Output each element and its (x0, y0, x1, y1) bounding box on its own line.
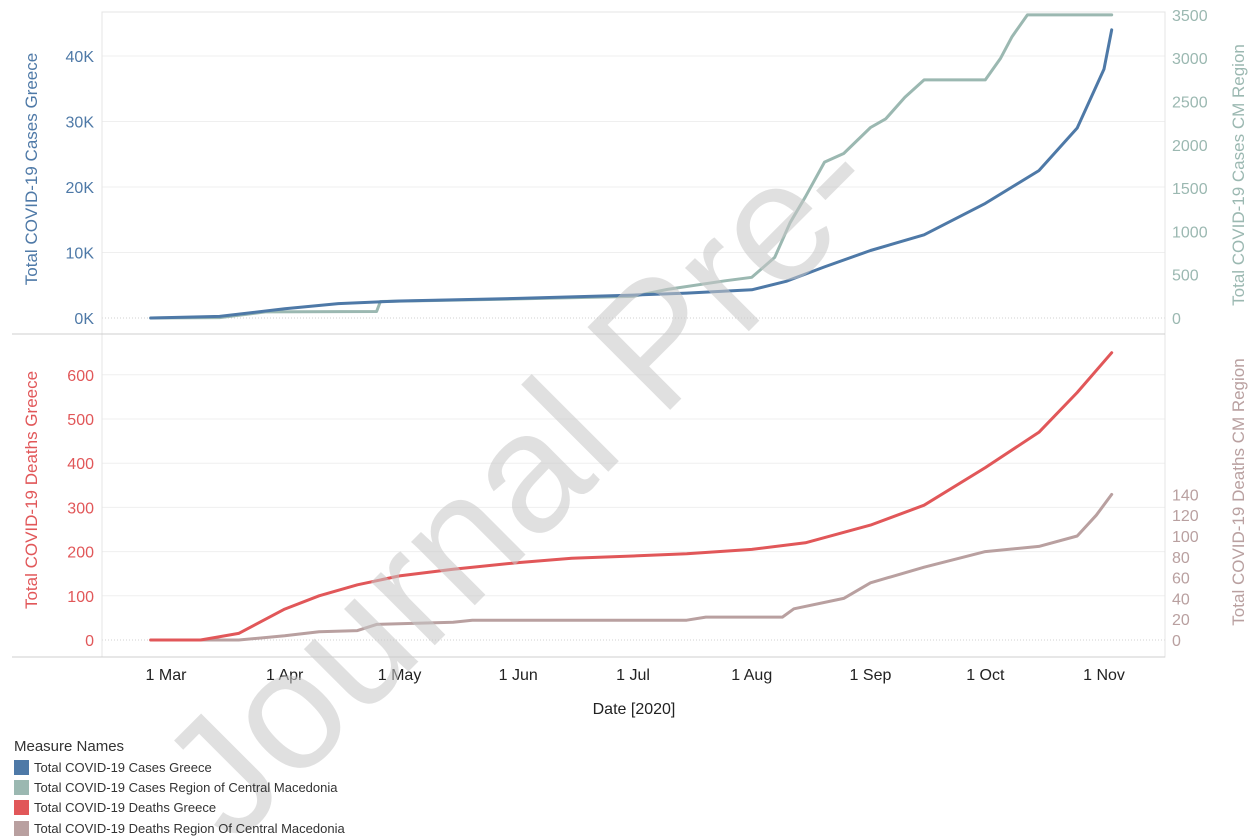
y-tick-right: 120 (1172, 508, 1199, 525)
x-ticks: 1 Mar 1 Apr 1 May 1 Jun 1 Jul 1 Aug 1 Sep 1 Oct… (146, 667, 1125, 684)
legend: Measure Names Total COVID-19 Cases Greec… (14, 738, 345, 838)
ticks-top: 0K 10K 20K 30K 40K 0 500 1000 1500 2000 2500 3000 35… (66, 8, 1208, 328)
y-tick-left: 200 (67, 545, 94, 562)
y-label-bottom-right: Total COVID-19 Deaths CM Region (1229, 358, 1248, 625)
y-tick-right: 60 (1172, 571, 1190, 588)
legend-item-deaths-cm: Total COVID-19 Deaths Region Of Central … (14, 818, 345, 838)
y-tick-left: 0K (74, 311, 94, 328)
legend-label: Total COVID-19 Cases Region of Central M… (34, 779, 338, 795)
series-line-2 (149, 351, 1114, 642)
y-label-top-left: Total COVID-19 Cases Greece (22, 53, 41, 285)
grid-bottom (102, 374, 1165, 641)
legend-swatch (14, 800, 29, 816)
x-tick-label: 1 Mar (146, 667, 188, 684)
y-tick-right: 1500 (1172, 181, 1208, 198)
y-tick-left: 20K (66, 180, 95, 197)
lines-top (149, 13, 1114, 320)
y-tick-left: 100 (67, 589, 94, 606)
y-tick-left: 300 (67, 500, 94, 517)
y-tick-left: 600 (67, 368, 94, 385)
legend-item-deaths-greece: Total COVID-19 Deaths Greece (14, 798, 345, 818)
y-tick-left: 400 (67, 456, 94, 473)
y-tick-right: 20 (1172, 612, 1190, 629)
y-tick-right: 0 (1172, 311, 1181, 328)
y-tick-right: 2500 (1172, 95, 1208, 112)
legend-label: Total COVID-19 Cases Greece (34, 759, 212, 775)
legend-label: Total COVID-19 Deaths Region Of Central … (34, 820, 345, 836)
y-tick-right: 500 (1172, 268, 1199, 285)
y-tick-left: 40K (66, 49, 95, 66)
x-tick-label: 1 Sep (850, 667, 892, 684)
y-label-top-right: Total COVID-19 Cases CM Region (1229, 44, 1248, 306)
y-tick-right: 80 (1172, 550, 1190, 567)
y-tick-right: 140 (1172, 487, 1199, 504)
ticks-bottom: 0 100 200 300 400 500 600 0 20 40 60 80 100 120 140 (67, 368, 1199, 650)
legend-swatch (14, 779, 29, 795)
series-line-3 (149, 492, 1114, 642)
legend-swatch (14, 820, 29, 836)
y-tick-right: 100 (1172, 529, 1199, 546)
y-tick-left: 30K (66, 115, 95, 132)
y-tick-right: 1000 (1172, 224, 1208, 241)
legend-item-cases-greece: Total COVID-19 Cases Greece (14, 757, 345, 777)
x-tick-label: 1 Nov (1083, 667, 1125, 684)
legend-swatch (14, 759, 29, 775)
watermark: Journal Pre- (124, 84, 913, 836)
y-tick-right: 40 (1172, 591, 1190, 608)
y-tick-right: 3500 (1172, 8, 1208, 25)
y-tick-right: 0 (1172, 633, 1181, 650)
y-tick-left: 500 (67, 412, 94, 429)
y-tick-left: 10K (66, 246, 95, 263)
x-tick-label: 1 Oct (966, 667, 1005, 684)
legend-item-cases-cm: Total COVID-19 Cases Region of Central M… (14, 777, 345, 797)
x-tick-label: 1 Apr (266, 667, 304, 684)
x-axis-label: Date [2020] (593, 701, 676, 718)
x-tick-label: 1 May (378, 667, 422, 684)
y-tick-right: 2000 (1172, 138, 1208, 155)
lines-bottom (149, 351, 1114, 642)
y-tick-right: 3000 (1172, 51, 1208, 68)
series-line-0 (149, 28, 1114, 320)
legend-title: Measure Names (14, 738, 125, 755)
x-tick-label: 1 Aug (731, 667, 772, 684)
y-label-bottom-left: Total COVID-19 Deaths Greece (22, 371, 41, 609)
legend-label: Total COVID-19 Deaths Greece (34, 800, 217, 816)
x-tick-label: 1 Jun (499, 667, 538, 684)
x-tick-label: 1 Jul (616, 667, 650, 684)
grid-top (102, 55, 1165, 319)
y-tick-left: 0 (85, 633, 94, 650)
